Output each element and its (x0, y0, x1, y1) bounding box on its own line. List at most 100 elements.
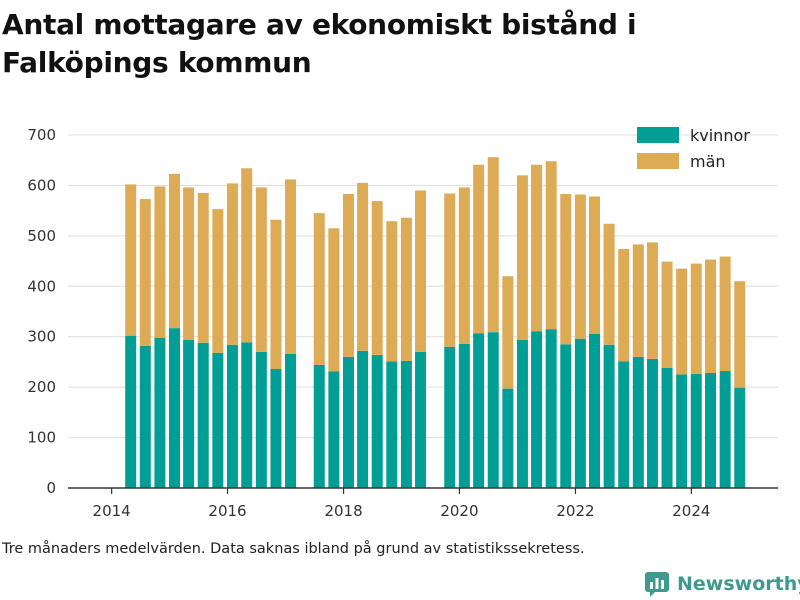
bar-man (516, 175, 528, 340)
y-tick-label: 0 (46, 479, 56, 497)
bar-kvinnor (734, 387, 746, 488)
bar-kvinnor (371, 354, 383, 488)
bar-kvinnor (487, 332, 499, 488)
bar-man (169, 173, 181, 329)
bar-kvinnor (676, 374, 688, 488)
bar-kvinnor (690, 374, 702, 488)
bar-man (212, 209, 224, 353)
y-tick-label: 100 (27, 429, 56, 447)
bar-man (197, 192, 209, 343)
bar-kvinnor (285, 353, 297, 488)
bar-man (313, 213, 325, 365)
bar-man (444, 193, 456, 347)
footnote: Tre månaders medelvärden. Data saknas ib… (2, 541, 585, 557)
x-tick-label: 2024 (672, 502, 710, 520)
axes: 0 100 200 300 400 500 600 700 2014 2016 2018 2020 20… (27, 126, 778, 520)
bar-kvinnor (342, 356, 354, 488)
bar-man (560, 194, 572, 345)
y-tick-label: 400 (27, 277, 56, 295)
bar-man (371, 201, 383, 355)
brand-name: Newsworthy (677, 573, 800, 595)
bar-kvinnor (197, 342, 209, 488)
bar-kvinnor (574, 338, 586, 488)
bar-kvinnor (241, 342, 253, 488)
bar-kvinnor (560, 344, 572, 488)
bar-man (719, 256, 731, 372)
bar-man (574, 194, 586, 339)
bar-kvinnor (212, 352, 224, 488)
y-tick-label: 300 (27, 328, 56, 346)
bar-kvinnor (661, 367, 673, 488)
bar-man (734, 281, 746, 388)
bar-kvinnor (139, 345, 151, 488)
bar-kvinnor (125, 335, 137, 488)
y-tick-label: 200 (27, 378, 56, 396)
bar-man (502, 276, 514, 389)
bar-man (285, 179, 297, 354)
bar-man (458, 187, 470, 344)
bar-man (690, 263, 702, 375)
bar-kvinnor (226, 344, 238, 488)
bar-kvinnor (154, 337, 166, 488)
bars (125, 157, 746, 488)
bar-man (705, 259, 717, 374)
bar-kvinnor (719, 371, 731, 488)
bar-man (676, 268, 688, 375)
bar-kvinnor (386, 361, 398, 488)
x-tick-label: 2016 (208, 502, 246, 520)
bar-kvinnor (603, 344, 615, 488)
bar-kvinnor (531, 331, 543, 488)
bar-kvinnor (545, 329, 557, 488)
bar-kvinnor (183, 339, 195, 488)
x-tick-label: 2018 (324, 502, 362, 520)
x-tick-label: 2022 (556, 502, 594, 520)
bar-man (183, 187, 195, 340)
legend-label: män (690, 152, 726, 171)
bar-man (241, 168, 253, 343)
bar-man (386, 221, 398, 362)
legend-swatch-kvinnor (637, 127, 679, 143)
x-tick-label: 2020 (440, 502, 478, 520)
newsworthy-brand: Newsworthy (644, 569, 800, 599)
bar-man (255, 187, 267, 352)
bar-kvinnor (516, 339, 528, 488)
bar-man (589, 196, 601, 334)
bar-kvinnor (357, 350, 369, 488)
bar-kvinnor (705, 373, 717, 488)
bar-man (270, 219, 282, 369)
bar-kvinnor (313, 364, 325, 488)
bar-man (661, 261, 673, 368)
bar-man (154, 186, 166, 338)
legend-label: kvinnor (690, 126, 750, 145)
bar-man (473, 164, 485, 334)
bar-man (603, 223, 615, 345)
newsworthy-logo-icon (645, 572, 669, 597)
bar-kvinnor (502, 388, 514, 488)
legend: kvinnor män (637, 126, 750, 171)
bar-man (125, 184, 137, 336)
bar-man (618, 248, 630, 362)
bar-man (357, 182, 369, 351)
x-tick-label: 2014 (93, 502, 131, 520)
bar-kvinnor (270, 368, 282, 488)
y-tick-label: 500 (27, 227, 56, 245)
bar-man (646, 242, 658, 359)
bar-kvinnor (400, 360, 412, 488)
bar-man (545, 161, 557, 330)
bar-kvinnor (473, 333, 485, 488)
bar-kvinnor (632, 356, 644, 488)
y-tick-label: 600 (27, 176, 56, 194)
bar-kvinnor (328, 371, 340, 488)
bar-man (487, 157, 499, 333)
bar-man (531, 164, 543, 332)
legend-swatch-man (637, 153, 679, 169)
bar-man (139, 199, 151, 346)
bar-kvinnor (646, 358, 658, 488)
bar-man (415, 190, 427, 352)
bar-man (400, 217, 412, 361)
y-tick-label: 700 (27, 126, 56, 144)
bar-man (632, 244, 644, 357)
bar-kvinnor (169, 328, 181, 488)
bar-kvinnor (618, 361, 630, 488)
chart-title: Antal mottagare av ekonomiskt bistånd i … (2, 8, 637, 79)
